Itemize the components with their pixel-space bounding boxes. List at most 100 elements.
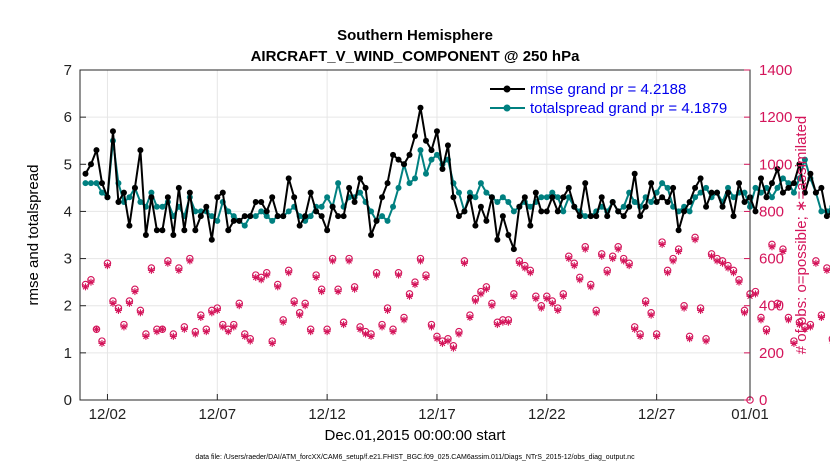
- rmse-point: [412, 133, 418, 139]
- asterisk-stroke: [758, 317, 764, 323]
- totalspread-point: [335, 180, 342, 187]
- obs-assimilated-point: [373, 271, 381, 279]
- x-tick-label: 12/12: [308, 406, 346, 423]
- rmse-point: [571, 203, 578, 210]
- asterisk-stroke: [269, 340, 276, 347]
- asterisk-stroke: [818, 314, 825, 321]
- rmse-point: [483, 217, 490, 224]
- obs-assimilated-point: [202, 328, 210, 336]
- rmse-point: [159, 227, 166, 234]
- totalspread-point: [686, 208, 693, 215]
- asterisk-stroke: [412, 281, 418, 288]
- obs-assimilated-point: [164, 259, 172, 267]
- totalspread-point: [208, 213, 215, 220]
- asterisk-stroke: [159, 326, 166, 333]
- rmse-point: [126, 222, 133, 229]
- totalspread-point: [725, 184, 732, 191]
- obs-assimilated-point: [510, 292, 518, 300]
- rmse-point: [186, 189, 193, 196]
- asterisk-stroke: [165, 260, 171, 267]
- obs-assimilated-point: [395, 271, 403, 279]
- totalspread-point: [477, 180, 484, 187]
- asterisk-stroke: [703, 338, 709, 344]
- asterisk-stroke: [357, 326, 363, 333]
- asterisk-stroke: [230, 324, 237, 330]
- rmse-point: [214, 194, 221, 201]
- obs-assimilated-point: [356, 325, 364, 333]
- y-tick-label-right: 400: [759, 298, 784, 315]
- totalspread-point: [527, 203, 534, 210]
- rmse-point: [263, 208, 270, 215]
- obs-assimilated-point: [598, 252, 606, 260]
- obs-assimilated-point: [87, 278, 95, 286]
- asterisk-stroke: [714, 258, 720, 264]
- asterisk-stroke: [406, 293, 413, 300]
- rmse-point: [527, 222, 534, 229]
- footnote: data file: /Users/raeder/DAI/ATM_forcXX/…: [195, 454, 635, 461]
- y-tick-label-right: 1200: [759, 109, 792, 126]
- obs-assimilated-point: [493, 321, 501, 329]
- obs-assimilated-point: [730, 269, 738, 277]
- totalspread-point: [153, 203, 160, 210]
- totalspread-point: [93, 180, 100, 187]
- obs-assimilated-point: [773, 302, 781, 310]
- obs-assimilated-point: [631, 325, 639, 333]
- obs-assimilated-point: [422, 273, 430, 281]
- totalspread-point: [422, 170, 429, 177]
- rmse-point: [225, 227, 232, 234]
- rmse-point: [807, 170, 814, 177]
- obs-assimilated-point: [169, 332, 177, 340]
- totalspread-point: [324, 194, 331, 201]
- rmse-point: [681, 208, 688, 215]
- obs-assimilated-point: [691, 236, 699, 244]
- rmse-point: [153, 227, 160, 234]
- rmse-point: [401, 161, 408, 168]
- obs-assimilated-point: [438, 339, 446, 347]
- asterisk-stroke: [620, 258, 627, 264]
- rmse-point: [142, 232, 149, 238]
- rmse-point: [444, 142, 451, 149]
- asterisk-stroke: [192, 331, 199, 337]
- asterisk-stroke: [560, 293, 567, 300]
- rmse-point: [719, 203, 726, 210]
- asterisk-stroke: [664, 269, 671, 276]
- rmse-point: [428, 147, 435, 154]
- totalspread-point: [252, 213, 259, 220]
- asterisk-stroke: [642, 300, 649, 307]
- rmse-point: [763, 194, 770, 201]
- chart-subtitle: AIRCRAFT_V_WIND_COMPONENT @ 250 hPa: [251, 48, 581, 65]
- asterisk-stroke: [368, 333, 374, 340]
- asterisk-stroke: [483, 286, 490, 293]
- rmse-series: [82, 104, 830, 253]
- rmse-point: [274, 213, 281, 220]
- obs-assimilated-point: [208, 309, 216, 317]
- asterisk-stroke: [346, 258, 352, 264]
- asterisk-stroke: [659, 241, 665, 248]
- rmse-point: [768, 180, 775, 187]
- asterisk-stroke: [708, 253, 715, 260]
- obs-assimilated-point: [384, 306, 392, 314]
- asterisk-stroke: [785, 317, 792, 323]
- rmse-point: [104, 194, 111, 201]
- rmse-point: [692, 184, 699, 191]
- obs-assimilated-point: [219, 323, 227, 331]
- rmse-point: [708, 189, 715, 196]
- obs-assimilated-point: [664, 269, 672, 277]
- asterisk-stroke: [104, 262, 111, 269]
- rmse-point: [521, 194, 528, 201]
- obs-assimilated-point: [565, 255, 573, 263]
- chart-title: Southern Hemisphere: [337, 27, 493, 44]
- rmse-point: [346, 184, 353, 191]
- obs-assimilated-point: [449, 344, 457, 352]
- asterisk-stroke: [324, 328, 330, 335]
- rmse-point: [280, 213, 287, 220]
- x-tick-label: 12/02: [89, 406, 127, 423]
- obs-assimilated-point: [570, 262, 578, 270]
- rmse-point: [368, 232, 375, 238]
- obs-assimilated-point: [806, 323, 814, 331]
- totalspread-point: [428, 156, 435, 163]
- asterisk-stroke: [593, 309, 600, 316]
- asterisk-stroke: [637, 333, 644, 340]
- rmse-point: [395, 156, 402, 163]
- rmse-point: [230, 217, 237, 224]
